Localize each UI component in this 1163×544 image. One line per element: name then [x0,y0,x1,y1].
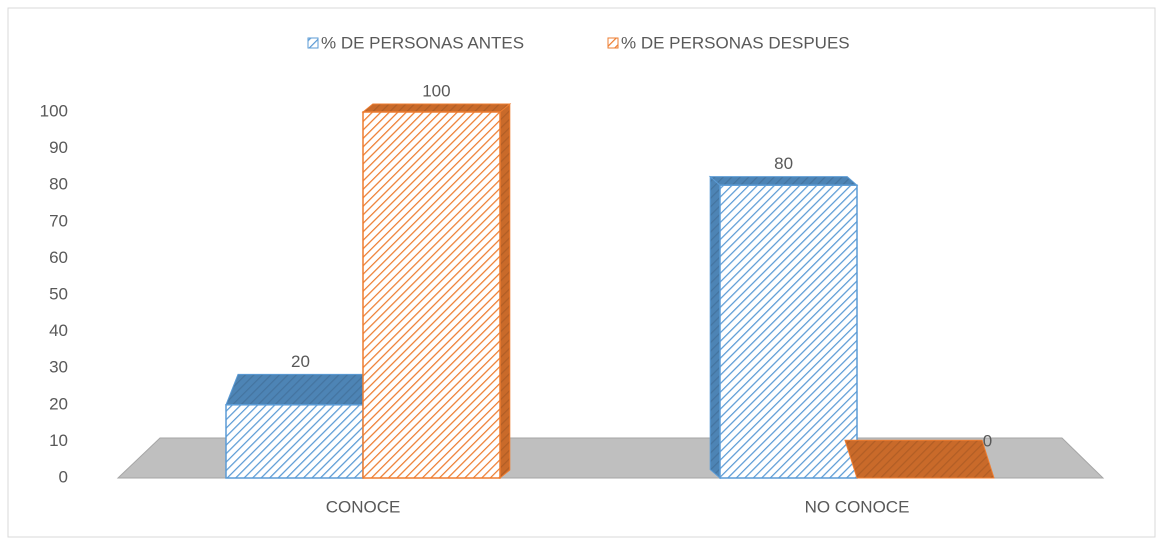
bar-side [499,102,511,480]
y-tick-label: 10 [49,431,68,450]
bar-top [708,176,859,186]
legend-label: % DE PERSONAS DESPUES [621,33,850,52]
y-tick-label: 70 [49,211,68,230]
data-label: 80 [774,154,793,173]
bar [361,102,512,480]
legend-swatch [607,37,619,49]
y-tick-label: 0 [59,467,68,486]
bar-front [362,111,501,479]
data-label: 0 [983,432,992,451]
y-tick-label: 80 [49,175,68,194]
bar-top [844,439,995,479]
bar-top [361,103,512,113]
bar [844,439,995,479]
legend-swatch [307,37,319,49]
y-tick-label: 30 [49,358,68,377]
bar-side [709,175,721,480]
bar [708,175,859,480]
data-label: 100 [422,81,450,100]
y-tick-label: 40 [49,321,68,340]
bar-front [719,184,858,479]
data-label: 20 [291,352,310,371]
bar-front [225,404,364,479]
x-tick-label: CONOCE [326,497,401,516]
y-tick-label: 90 [49,138,68,157]
bar-top [225,373,376,406]
y-tick-label: 20 [49,394,68,413]
x-tick-label: NO CONOCE [805,497,910,516]
y-tick-label: 60 [49,248,68,267]
bar [225,373,376,479]
legend-label: % DE PERSONAS ANTES [321,33,524,52]
y-tick-label: 50 [49,284,68,303]
y-tick-label: 100 [40,101,68,120]
